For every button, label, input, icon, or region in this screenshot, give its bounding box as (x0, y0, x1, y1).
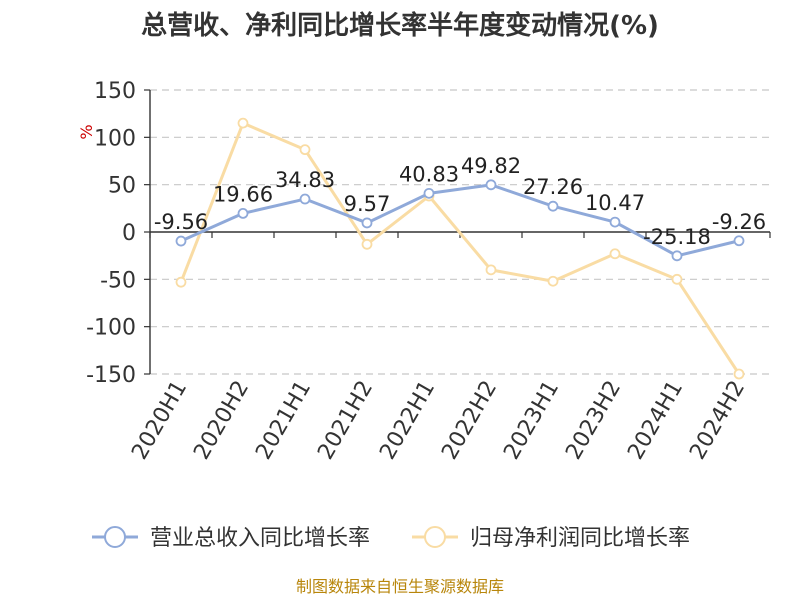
data-point (485, 179, 497, 191)
data-point (733, 368, 745, 380)
data-point (175, 235, 187, 247)
data-label: 9.57 (344, 192, 391, 216)
x-tick-label: 2024H1 (623, 377, 688, 464)
y-tick-label: 50 (108, 174, 136, 199)
data-label: 40.83 (399, 162, 459, 186)
data-label: 10.47 (585, 191, 645, 215)
legend-label: 归母净利润同比增长率 (470, 526, 690, 551)
chart-title: 总营收、净利同比增长率半年度变动情况(%) (141, 10, 659, 41)
data-point (609, 216, 621, 228)
x-tick-label: 2020H2 (189, 377, 254, 464)
x-tick-label: 2024H2 (685, 377, 750, 464)
data-label: -9.56 (154, 210, 208, 234)
x-tick-label: 2023H2 (561, 377, 626, 464)
data-point (423, 187, 435, 199)
data-point (361, 217, 373, 229)
data-point (361, 238, 373, 250)
data-point (671, 250, 683, 262)
x-axis: 2020H12020H22021H12021H22022H12022H22023… (127, 231, 771, 464)
series-layer (175, 117, 745, 380)
data-label: 27.26 (523, 175, 583, 199)
legend[interactable]: 营业总收入同比增长率 归母净利润同比增长率 (92, 526, 690, 551)
x-tick-label: 2023H1 (499, 377, 564, 464)
y-tick-label: 0 (122, 221, 136, 246)
y-tick-label: -150 (86, 363, 136, 388)
y-tick-label: 150 (94, 79, 136, 104)
data-point (485, 264, 497, 276)
data-point (175, 276, 187, 288)
data-point (547, 275, 559, 287)
data-point (299, 193, 311, 205)
data-label: 19.66 (213, 182, 273, 206)
data-point (237, 207, 249, 219)
legend-marker (104, 526, 126, 548)
y-axis: 150 100 50 0 -50 -100 -150 (86, 79, 151, 388)
x-tick-label: 2021H2 (313, 377, 378, 464)
y-tick-label: -100 (86, 316, 136, 341)
gridlines (150, 89, 770, 375)
x-tick-label: 2021H1 (251, 377, 316, 464)
y-tick-label: -50 (100, 268, 136, 293)
data-label: -25.18 (643, 225, 711, 249)
data-label: -9.26 (712, 210, 766, 234)
source-note: 制图数据来自恒生聚源数据库 (296, 577, 504, 596)
legend-label: 营业总收入同比增长率 (150, 526, 370, 551)
data-label: 34.83 (275, 168, 335, 192)
x-tick-label: 2020H1 (127, 377, 192, 464)
legend-marker (424, 526, 446, 548)
data-point (547, 200, 559, 212)
x-tick-label: 2022H2 (437, 377, 502, 464)
data-point (299, 144, 311, 156)
data-point (671, 273, 683, 285)
data-point (609, 248, 621, 260)
x-tick-label: 2022H1 (375, 377, 440, 464)
y-tick-label: 100 (94, 126, 136, 151)
data-point (237, 117, 249, 129)
data-point (733, 235, 745, 247)
series-line (179, 121, 741, 375)
y-axis-unit: % (77, 124, 96, 139)
data-label: 49.82 (461, 154, 521, 178)
series-line (180, 183, 740, 258)
